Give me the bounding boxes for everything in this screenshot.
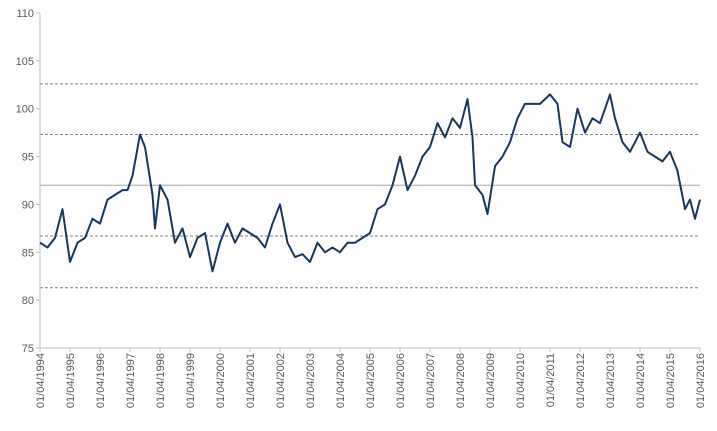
x-tick-label: 01/04/2007 — [425, 353, 437, 408]
x-tick-label: 01/04/1995 — [65, 353, 77, 408]
y-tick-label: 75 — [22, 343, 34, 355]
y-tick-label: 90 — [22, 199, 34, 211]
x-tick-label: 01/04/2016 — [695, 353, 707, 408]
x-tick-label: 01/04/2002 — [275, 353, 287, 408]
x-tick-label: 01/04/1999 — [185, 353, 197, 408]
x-tick-label: 01/04/2011 — [545, 353, 557, 407]
data-line — [39, 93, 701, 273]
x-tick-label: 01/04/2005 — [365, 353, 377, 408]
y-tick-label: 80 — [22, 295, 34, 307]
x-tick-label: 01/04/1994 — [35, 353, 47, 408]
x-tick-label: 01/04/1998 — [155, 353, 167, 408]
x-tick-label: 01/04/2003 — [305, 353, 317, 408]
x-tick-label: 01/04/2014 — [635, 353, 647, 408]
y-tick-label: 105 — [16, 56, 34, 68]
x-tick-label: 01/04/1996 — [95, 353, 107, 408]
x-tick-label: 01/04/2006 — [395, 353, 407, 408]
y-tick-label: 100 — [16, 104, 34, 116]
x-tick-label: 01/04/1997 — [125, 353, 137, 408]
y-tick-label: 110 — [16, 8, 34, 20]
x-tick-label: 01/04/2004 — [335, 353, 347, 408]
x-tick-label: 01/04/2000 — [215, 353, 227, 408]
x-tick-label: 01/04/2001 — [245, 353, 257, 408]
x-tick-label: 01/04/2008 — [455, 353, 467, 408]
y-tick-label: 95 — [22, 152, 34, 164]
x-tick-label: 01/04/2010 — [515, 353, 527, 408]
x-tick-label: 01/04/2012 — [575, 353, 587, 408]
x-tick-label: 01/04/2015 — [665, 353, 677, 408]
x-tick-label: 01/04/2009 — [485, 353, 497, 408]
x-tick-label: 01/04/2013 — [605, 353, 617, 408]
y-tick-label: 85 — [22, 247, 34, 259]
